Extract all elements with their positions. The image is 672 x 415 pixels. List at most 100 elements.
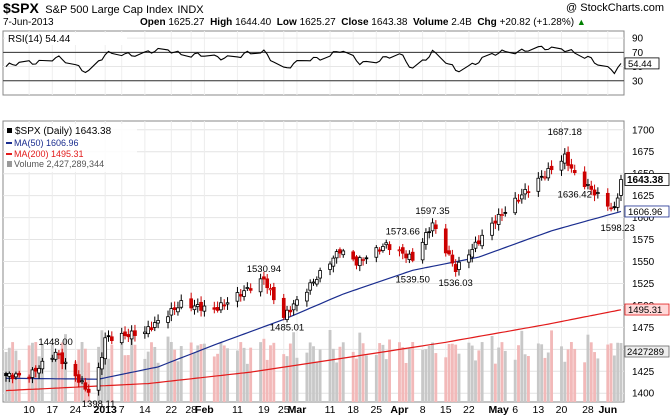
volume-bar — [269, 345, 272, 402]
volume-bar — [497, 347, 501, 402]
price-tick-label: 1525 — [632, 279, 655, 290]
date-tick-label: 13 — [532, 404, 544, 415]
candle-body — [539, 175, 544, 178]
date-tick-label: Apr — [390, 404, 408, 415]
index-name: S&P 500 Large Cap Index — [45, 4, 173, 16]
volume-bar — [355, 358, 358, 402]
volume-bar — [526, 355, 530, 402]
price-annotation: 1448.00 — [38, 337, 72, 348]
candle-body — [572, 170, 577, 174]
candle-body — [516, 199, 521, 202]
legend-volume-icon — [7, 161, 12, 167]
candle-body — [500, 214, 504, 216]
volume-bar — [338, 346, 342, 402]
volume-bar — [176, 361, 180, 402]
price-legend-bg — [5, 124, 137, 172]
volume-bar — [312, 346, 315, 402]
candle-body — [73, 363, 78, 377]
volume-value-tag-text: 2427289 — [627, 347, 664, 358]
candle-body — [4, 373, 8, 377]
candle-body — [503, 212, 508, 214]
date-tick-label: 11 — [232, 404, 243, 415]
volume-bar — [295, 357, 299, 402]
volume-bar — [609, 343, 613, 402]
rsi-value-tag-text: 54.44 — [628, 59, 652, 70]
volume-bar — [550, 330, 553, 402]
candle-body — [215, 307, 220, 311]
candle-body — [318, 270, 322, 279]
candle-body — [404, 253, 408, 259]
volume-bar — [288, 343, 292, 402]
date-tick-label: 22 — [165, 404, 177, 415]
candle-body — [430, 222, 435, 232]
ma200-value-tag-text: 1495.31 — [628, 305, 662, 316]
triangle-up-icon: ▲ — [576, 17, 586, 27]
price-annotation: 1597.35 — [415, 206, 449, 217]
candle-body — [361, 259, 365, 261]
candle-body — [60, 352, 65, 365]
candle-body — [589, 185, 594, 190]
candle-body — [357, 257, 362, 267]
candle-body — [377, 249, 382, 252]
candle-body — [609, 207, 613, 210]
price-tick-label: 1675 — [632, 147, 655, 158]
candle-body — [566, 151, 570, 166]
volume-bar — [17, 360, 21, 402]
date-tick-label: 8 — [420, 404, 426, 415]
candle-body — [103, 337, 108, 360]
chart-title: $SPX S&P 500 Large Cap Index INDX — [3, 0, 204, 18]
ma50-value-tag: 1606.96 — [624, 205, 670, 218]
candle-body — [480, 234, 484, 247]
candle-body — [596, 192, 600, 194]
date-tick-label: 28 — [582, 404, 594, 415]
rsi-panel: 90705030 RSI(14) 54.44 54.44 — [2, 30, 660, 96]
date-tick-label: 2013 — [94, 404, 118, 415]
candle-body — [248, 288, 253, 291]
volume-bar — [616, 342, 620, 402]
volume-bar — [454, 344, 458, 402]
candle-body — [30, 369, 35, 378]
candle-body — [119, 332, 124, 344]
price-tick-label: 1575 — [632, 235, 655, 246]
candle-body — [235, 292, 240, 302]
candle-body — [281, 297, 286, 318]
legend-ma50-text: MA(50) 1606.96 — [14, 138, 79, 148]
candle-body — [546, 168, 551, 179]
price-annotations: 1448.00 1398.11 1530.94 1485.01 1573.66 1597.… — [38, 127, 634, 410]
date-tick-label: 14 — [139, 404, 151, 415]
candle-body — [265, 278, 270, 289]
volume-bar — [407, 348, 411, 402]
candle-body — [86, 388, 91, 393]
candle-body — [427, 231, 432, 234]
candle-body — [27, 376, 31, 379]
candle-body — [212, 307, 217, 310]
rsi-tick-label: 90 — [632, 34, 644, 45]
ma200-line — [5, 309, 622, 392]
legend-price-text: $SPX (Daily) 1643.38 — [15, 126, 112, 137]
volume-bar — [110, 344, 114, 402]
volume-bar — [480, 342, 484, 402]
date-tick-label: 25 — [370, 404, 382, 415]
candle-body — [513, 197, 518, 214]
volume-bar — [566, 349, 570, 402]
date-tick-label: 22 — [463, 404, 475, 415]
date-tick-label: 10 — [23, 404, 35, 415]
volume-bar — [305, 352, 309, 402]
volume-bar — [245, 363, 249, 402]
candle-body — [169, 308, 174, 316]
volume-bar — [133, 344, 137, 402]
volume-bar — [411, 342, 415, 402]
candle-body — [57, 353, 61, 356]
volume-bar — [520, 330, 524, 402]
volume-bar — [179, 346, 183, 402]
candle-body — [109, 336, 114, 342]
candle-body — [10, 374, 15, 380]
volume-bar — [361, 343, 365, 402]
candle-body — [245, 287, 250, 289]
volume-bar — [318, 349, 322, 402]
volume-bar — [563, 361, 567, 402]
legend-ma200: MA(200) 1495.31 — [6, 149, 84, 159]
candle-body — [490, 222, 494, 236]
volume-bar — [434, 353, 438, 402]
